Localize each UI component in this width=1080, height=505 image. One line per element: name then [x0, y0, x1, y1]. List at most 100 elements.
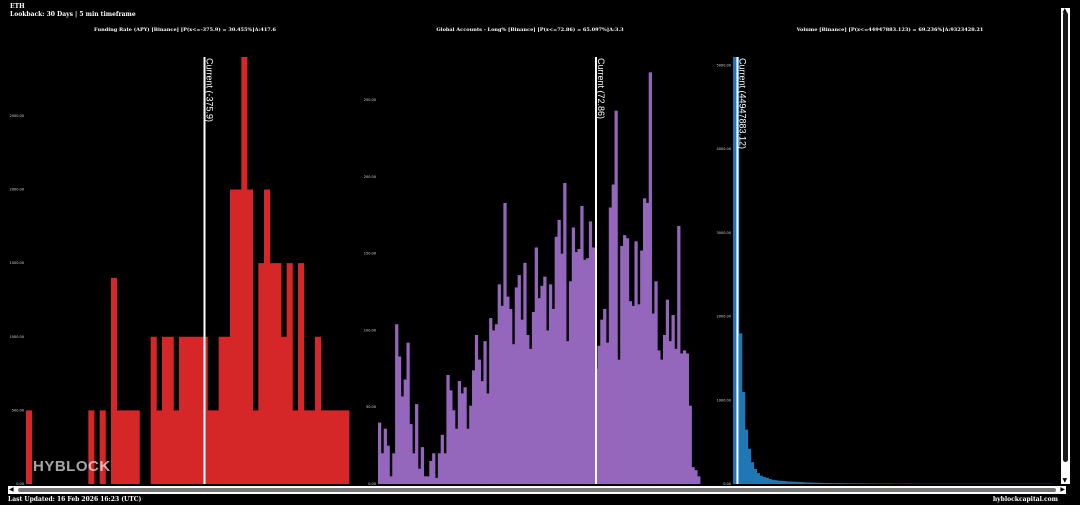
histogram-bar[interactable]: [871, 483, 876, 485]
histogram-bar[interactable]: [133, 410, 140, 484]
histogram-bar[interactable]: [491, 330, 496, 484]
histogram-bar[interactable]: [207, 410, 214, 484]
histogram-bar[interactable]: [836, 483, 840, 484]
histogram-bar[interactable]: [303, 410, 310, 484]
histogram-bar[interactable]: [611, 184, 615, 485]
horizontal-scroll-thumb[interactable]: [18, 488, 1056, 492]
histogram-bar[interactable]: [460, 393, 464, 484]
histogram-bar[interactable]: [640, 250, 644, 484]
histogram-bar[interactable]: [452, 410, 456, 484]
histogram-bar[interactable]: [514, 287, 519, 484]
histogram-bar[interactable]: [560, 253, 564, 484]
histogram-bar[interactable]: [417, 468, 422, 484]
histogram-bar[interactable]: [258, 263, 265, 484]
scroll-down-arrow-icon[interactable]: ▼: [1062, 477, 1068, 484]
histogram-bar[interactable]: [150, 336, 157, 484]
histogram-bar[interactable]: [845, 483, 849, 484]
scroll-left-arrow-icon[interactable]: ◀: [9, 486, 14, 493]
histogram-bar[interactable]: [162, 336, 169, 484]
histogram-bar[interactable]: [275, 263, 282, 484]
vertical-scroll-thumb[interactable]: [1063, 12, 1068, 462]
histogram-bar[interactable]: [854, 483, 858, 484]
histogram-bar[interactable]: [651, 313, 655, 484]
histogram-bar[interactable]: [281, 336, 288, 484]
histogram-bar[interactable]: [600, 319, 604, 484]
histogram-bar[interactable]: [591, 247, 595, 484]
histogram-bar[interactable]: [608, 207, 613, 484]
histogram-bar[interactable]: [343, 410, 350, 484]
histogram-bar[interactable]: [648, 72, 652, 485]
histogram-bar[interactable]: [511, 344, 516, 484]
histogram-bar[interactable]: [230, 189, 237, 484]
histogram-bar[interactable]: [860, 483, 864, 484]
histogram-bar[interactable]: [614, 110, 618, 484]
histogram-bar[interactable]: [605, 342, 610, 484]
histogram-bar[interactable]: [680, 353, 684, 484]
histogram-bar[interactable]: [643, 198, 647, 484]
histogram-bar[interactable]: [500, 305, 504, 484]
histogram-bar[interactable]: [494, 324, 499, 484]
histogram-bar[interactable]: [426, 476, 430, 484]
histogram-bar[interactable]: [429, 460, 433, 484]
histogram-bar[interactable]: [741, 391, 746, 484]
histogram-bar[interactable]: [252, 410, 259, 484]
histogram-bar[interactable]: [474, 335, 479, 484]
site-link[interactable]: hyblockcapital.com: [992, 496, 1058, 503]
histogram-bar[interactable]: [128, 410, 135, 484]
histogram-bar[interactable]: [506, 296, 510, 484]
histogram-bar[interactable]: [783, 481, 787, 484]
histogram-bar[interactable]: [269, 263, 276, 484]
histogram-bar[interactable]: [509, 308, 513, 484]
histogram-bar[interactable]: [848, 483, 852, 484]
histogram-bar[interactable]: [747, 448, 752, 484]
histogram-bar[interactable]: [631, 305, 635, 484]
histogram-bar[interactable]: [857, 483, 861, 484]
histogram-bar[interactable]: [218, 336, 225, 484]
histogram-bar[interactable]: [526, 335, 530, 484]
histogram-bar[interactable]: [298, 263, 305, 484]
histogram-bar[interactable]: [196, 336, 203, 484]
histogram-bar[interactable]: [812, 482, 817, 484]
histogram-bar[interactable]: [821, 482, 825, 484]
histogram-bar[interactable]: [480, 381, 484, 484]
histogram-bar[interactable]: [472, 370, 476, 484]
histogram-bar[interactable]: [409, 424, 413, 484]
histogram-bar[interactable]: [815, 482, 820, 484]
histogram-bar[interactable]: [685, 353, 689, 484]
histogram-bar[interactable]: [597, 345, 601, 484]
histogram-bar[interactable]: [190, 336, 197, 484]
histogram-bar[interactable]: [865, 483, 870, 485]
histogram-bar[interactable]: [851, 483, 855, 484]
histogram-bar[interactable]: [326, 410, 333, 484]
histogram-bar[interactable]: [403, 379, 407, 484]
histogram-bar[interactable]: [868, 483, 873, 485]
histogram-bar[interactable]: [842, 483, 846, 484]
histogram-bar[interactable]: [645, 202, 650, 485]
histogram-bar[interactable]: [241, 57, 248, 484]
histogram-bar[interactable]: [167, 336, 174, 484]
histogram-bar[interactable]: [412, 453, 416, 484]
histogram-bar[interactable]: [449, 390, 453, 484]
histogram-bar[interactable]: [577, 249, 581, 484]
histogram-bar[interactable]: [213, 410, 220, 484]
histogram-bar[interactable]: [759, 475, 763, 484]
histogram-bar[interactable]: [486, 393, 490, 484]
histogram-bar[interactable]: [423, 476, 427, 484]
histogram-bar[interactable]: [184, 336, 191, 484]
histogram-bar[interactable]: [777, 480, 781, 484]
histogram-bar[interactable]: [795, 481, 799, 484]
histogram-bar[interactable]: [694, 470, 698, 484]
histogram-bar[interactable]: [786, 481, 790, 484]
histogram-bar[interactable]: [677, 225, 681, 484]
histogram-bar[interactable]: [224, 336, 231, 484]
histogram-bar[interactable]: [566, 341, 570, 484]
histogram-bar[interactable]: [654, 281, 658, 484]
histogram-bar[interactable]: [571, 227, 576, 485]
scroll-right-arrow-icon[interactable]: ▶: [1060, 486, 1065, 493]
histogram-bar[interactable]: [583, 259, 587, 484]
histogram-bar[interactable]: [617, 359, 621, 484]
histogram-bar[interactable]: [657, 350, 661, 484]
histogram-bar[interactable]: [830, 483, 834, 484]
